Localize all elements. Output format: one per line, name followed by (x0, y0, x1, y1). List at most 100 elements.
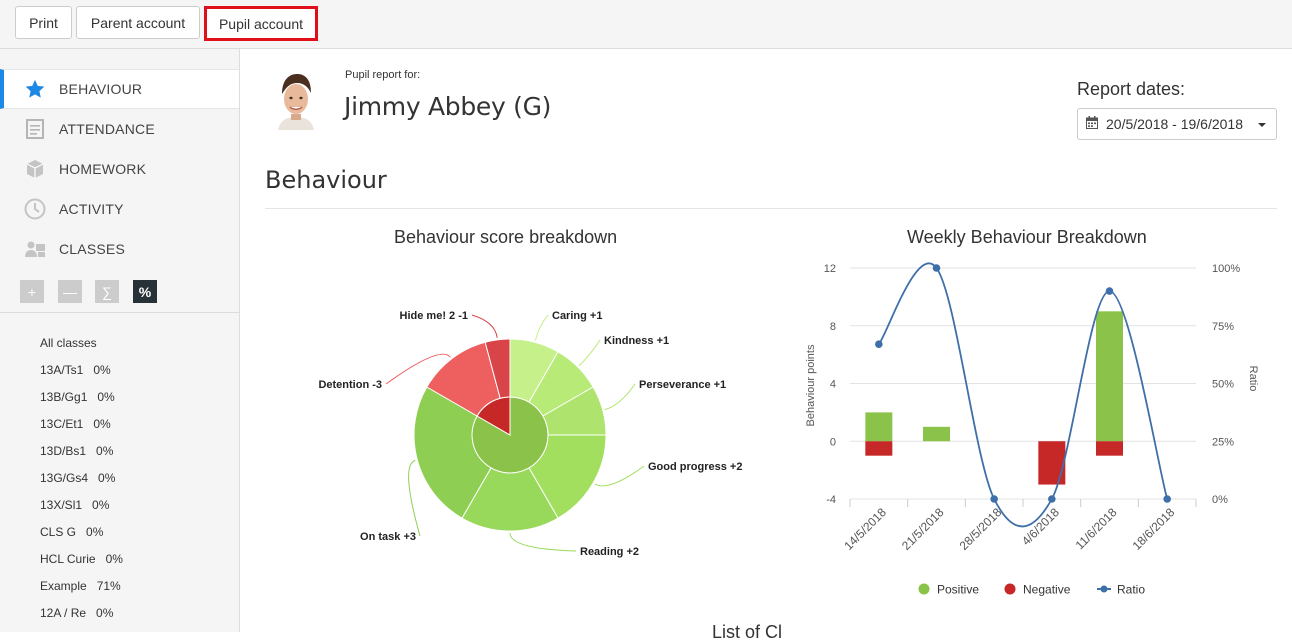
class-percent: 0% (96, 444, 114, 458)
negative-bar[interactable] (865, 441, 893, 456)
outer-slice[interactable] (461, 467, 559, 532)
class-name: 13C/Et1 (40, 417, 84, 431)
class-name: 12A / Re (40, 606, 87, 620)
class-row[interactable]: 13X/Sl1 0% (40, 498, 109, 512)
sidebar-divider (0, 312, 239, 313)
sum-button[interactable]: ∑ (95, 280, 119, 303)
class-row[interactable]: CLS G 0% (40, 525, 103, 539)
sidebar-item-activity[interactable]: ACTIVITY (0, 189, 239, 229)
class-row[interactable]: 12A / Re 0% (40, 606, 113, 620)
ratio-point[interactable] (990, 495, 998, 503)
x-tick-label: 18/6/2018 (1130, 505, 1178, 553)
sidebar-item-label: ACTIVITY (59, 201, 124, 217)
legend-swatch (1100, 585, 1108, 593)
y2-tick-label: 75% (1212, 321, 1234, 333)
sidebar: BEHAVIOUR ATTENDANCE HOMEWORK ACTIVITY C… (0, 49, 240, 632)
y-tick-label: 0 (830, 436, 836, 448)
legend-swatch (918, 583, 930, 595)
class-percent: 0% (105, 552, 123, 566)
y2-tick-label: 25% (1212, 436, 1234, 448)
sidebar-item-behaviour[interactable]: BEHAVIOUR (0, 69, 239, 109)
y-tick-label: -4 (826, 494, 836, 506)
class-name: 13X/Sl1 (40, 498, 83, 512)
legend-label[interactable]: Positive (937, 583, 979, 597)
class-row[interactable]: 13C/Et1 0% (40, 417, 111, 431)
slice-label: Caring +1 (552, 310, 602, 322)
class-percent: 0% (86, 525, 104, 539)
y2-tick-label: 100% (1212, 263, 1240, 275)
x-tick-label: 21/5/2018 (899, 505, 947, 553)
document-icon (24, 118, 46, 140)
positive-bar[interactable] (865, 412, 893, 442)
section-divider (265, 208, 1277, 209)
date-range-select[interactable]: 20/5/2018 - 19/6/2018 (1077, 108, 1277, 140)
sunburst-chart: Caring +1 Kindness +1 Perseverance +1 Good … (318, 310, 742, 558)
y-tick-label: 4 (830, 379, 836, 391)
parent-account-button[interactable]: Parent account (76, 6, 200, 39)
positive-bar[interactable] (1096, 311, 1123, 442)
y-tick-label: 8 (830, 321, 836, 333)
positive-bar[interactable] (923, 426, 950, 442)
sidebar-item-homework[interactable]: HOMEWORK (0, 149, 239, 189)
outer-slice[interactable] (413, 386, 492, 519)
print-button[interactable]: Print (15, 6, 72, 39)
slice-label: Hide me! 2 -1 (400, 310, 468, 322)
class-percent: 0% (92, 498, 110, 512)
class-name: 13A/Ts1 (40, 363, 84, 377)
outer-slice[interactable] (528, 434, 607, 519)
subtract-button[interactable]: — (58, 280, 82, 303)
x-tick-label: 14/5/2018 (841, 505, 889, 553)
sidebar-item-classes[interactable]: CLASSES (0, 229, 239, 269)
negative-bar[interactable] (1096, 441, 1123, 456)
class-row[interactable]: Example 71% (40, 579, 121, 593)
clock-icon (24, 198, 46, 220)
ratio-point[interactable] (1163, 495, 1171, 503)
sidebar-item-label: ATTENDANCE (59, 121, 155, 137)
ratio-point[interactable] (875, 340, 883, 349)
label-connector (594, 465, 645, 487)
class-row[interactable]: 13G/Gs4 0% (40, 471, 115, 485)
weekly-bar-chart: 12 8 4 0 -4 100% 75% 50% 25% 0% Behaviour points Ra… (805, 262, 1259, 597)
label-connector (509, 532, 577, 552)
add-button[interactable]: + (20, 280, 44, 303)
class-row[interactable]: 13D/Bs1 0% (40, 444, 113, 458)
sidebar-item-attendance[interactable]: ATTENDANCE (0, 109, 239, 149)
sidebar-item-label: CLASSES (59, 241, 125, 257)
slice-label: Reading +2 (580, 546, 639, 558)
class-name: 13G/Gs4 (40, 471, 89, 485)
outer-slice[interactable] (484, 338, 511, 399)
sunburst-chart-title: Behaviour score breakdown (394, 227, 618, 247)
ratio-point[interactable] (1048, 495, 1056, 503)
sidebar-item-label: HOMEWORK (59, 161, 147, 177)
class-percent: 0% (93, 417, 111, 431)
chevron-down-icon (1258, 123, 1266, 127)
date-range-value: 20/5/2018 - 19/6/2018 (1106, 116, 1244, 132)
class-row[interactable]: 13B/Gg1 0% (40, 390, 115, 404)
list-of-classes-title: List of Cl (712, 622, 783, 642)
class-name: All classes (40, 336, 97, 350)
class-name: CLS G (40, 525, 77, 539)
slice-label: On task +3 (360, 531, 416, 543)
class-row[interactable]: 13A/Ts1 0% (40, 363, 111, 377)
pupil-account-button[interactable]: Pupil account (204, 6, 318, 41)
label-connector (408, 459, 421, 537)
class-percent: 0% (96, 606, 114, 620)
class-name: HCL Curie (40, 552, 96, 566)
label-connector (578, 339, 601, 367)
ratio-point[interactable] (932, 264, 941, 272)
class-name: Example (40, 579, 87, 593)
y-tick-label: 12 (824, 263, 836, 275)
class-row[interactable]: All classes (40, 336, 107, 350)
label-connector (471, 314, 498, 338)
section-title: Behaviour (265, 166, 387, 194)
negative-bar[interactable] (1038, 441, 1066, 485)
class-percent: 0% (98, 471, 116, 485)
report-for-label: Pupil report for: (345, 69, 421, 81)
class-percent: 71% (96, 579, 121, 593)
legend-label[interactable]: Ratio (1117, 583, 1145, 597)
ratio-point[interactable] (1105, 287, 1114, 295)
sidebar-item-label: BEHAVIOUR (59, 81, 143, 97)
class-row[interactable]: HCL Curie 0% (40, 552, 123, 566)
legend-label[interactable]: Negative (1023, 583, 1071, 597)
percent-button[interactable]: % (133, 280, 157, 303)
